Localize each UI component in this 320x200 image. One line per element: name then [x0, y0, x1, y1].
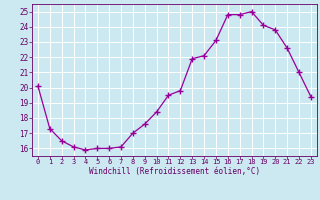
X-axis label: Windchill (Refroidissement éolien,°C): Windchill (Refroidissement éolien,°C) — [89, 167, 260, 176]
